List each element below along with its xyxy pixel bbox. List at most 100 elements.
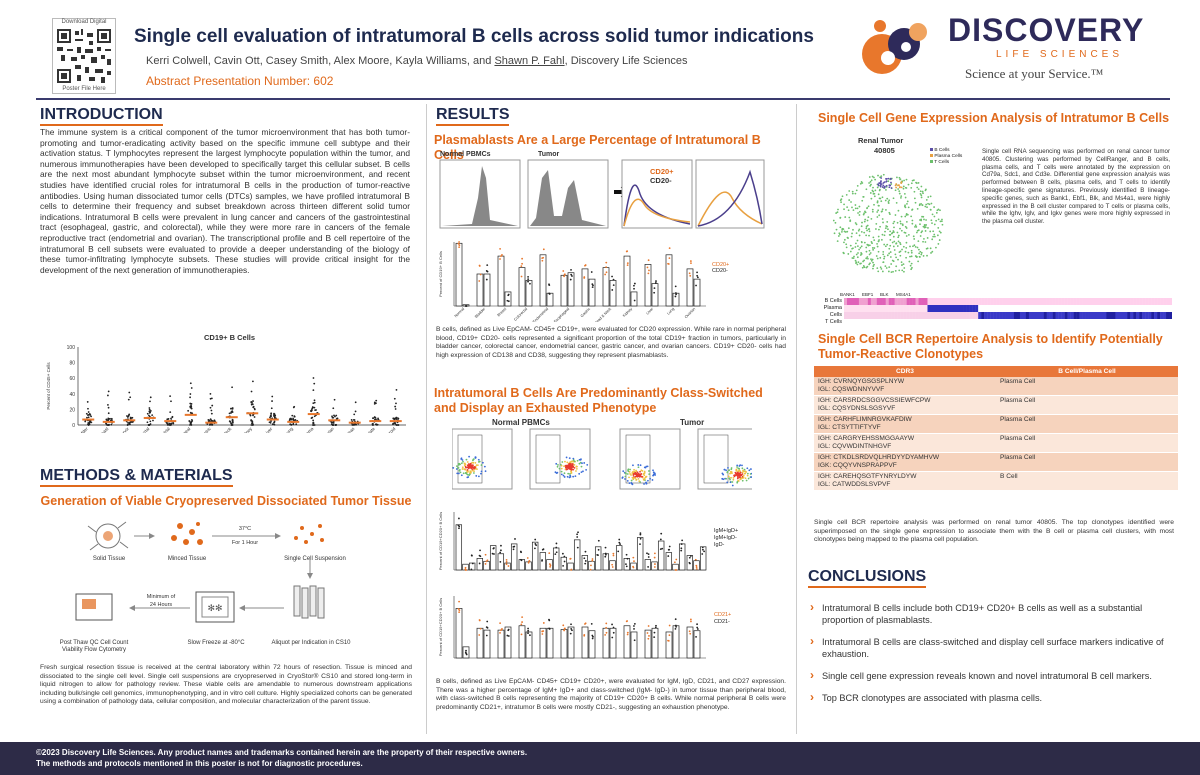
heatmap-cell	[844, 312, 848, 319]
data-point	[521, 616, 524, 619]
flow-event	[569, 461, 572, 463]
heatmap-cell	[873, 312, 877, 319]
tsne-point-tcell	[933, 206, 935, 208]
tsne-point-tcell	[843, 252, 845, 255]
tsne-point-tcell	[892, 245, 895, 248]
bcr-table-row: IGH: CAREHQSGTFYNRYLDYW IGL: CATWDDSLSVPV…	[814, 471, 1178, 491]
data-point	[458, 517, 460, 520]
flow-event	[626, 473, 629, 475]
tsne-point-tcell	[893, 220, 896, 223]
data-point	[541, 559, 543, 562]
scatter-point	[251, 420, 254, 423]
flow-event	[635, 472, 637, 475]
flow-event	[731, 484, 734, 487]
tsne-point-plasma	[897, 184, 900, 187]
flow-event	[748, 469, 751, 472]
heatmap-cell	[867, 312, 872, 319]
flow-event	[739, 478, 742, 481]
tsne-point-tcell	[903, 267, 906, 269]
qr-code-icon	[55, 27, 113, 85]
tsne-point-tcell	[852, 209, 855, 212]
flow-event	[727, 466, 729, 469]
flow-event	[578, 462, 581, 465]
data-point	[562, 270, 565, 272]
heatmap-cell	[1112, 298, 1116, 305]
tsne-title: Renal Tumor	[858, 136, 904, 145]
tsne-point-tcell	[899, 241, 901, 244]
tsne-point-tcell	[939, 231, 942, 234]
normal-pbmcs-label: Normal PBMCs	[440, 151, 491, 158]
data-point	[485, 634, 488, 637]
tsne-point-tcell	[889, 251, 892, 253]
data-point	[591, 637, 594, 640]
flow-event	[568, 457, 571, 460]
heatmap-cell	[1157, 305, 1161, 312]
tsne-point-tcell	[894, 253, 897, 256]
tsne-point-plasma	[895, 186, 898, 189]
tsne-point-tcell	[927, 227, 929, 229]
heatmap-cell	[1076, 298, 1080, 305]
heatmap-cell	[1145, 312, 1149, 319]
data-point	[457, 524, 460, 527]
tsne-point-tcell	[855, 242, 857, 245]
tsne-point-tcell	[924, 230, 927, 232]
flow-event	[624, 472, 627, 474]
heatmap-cell	[999, 298, 1003, 305]
heatmap-cell	[981, 312, 985, 319]
heatmap-cell	[885, 312, 889, 319]
scatter-point	[151, 414, 154, 417]
heatmap-cell	[930, 305, 934, 312]
bar	[539, 627, 547, 659]
tsne-point-tcell	[941, 218, 943, 221]
normal-pbmcs-label-2: Normal PBMCs	[492, 418, 550, 427]
scatter-point	[190, 404, 192, 407]
tsne-point-tcell	[899, 254, 902, 257]
heatmap-cell	[921, 305, 925, 312]
tsne-point-tcell	[836, 211, 839, 214]
heatmap-cell	[858, 305, 863, 312]
scatter-point	[312, 424, 314, 426]
scatter-point	[210, 409, 213, 412]
flow-event	[637, 473, 639, 476]
data-point	[542, 248, 545, 251]
data-point	[625, 553, 628, 556]
tsne-point-tcell	[858, 228, 861, 231]
data-point	[465, 305, 468, 307]
tsne-point-tcell	[910, 182, 913, 185]
data-point	[668, 545, 671, 548]
heatmap-cell	[939, 312, 943, 319]
bar	[539, 552, 547, 571]
data-point	[625, 563, 627, 566]
heatmap-cell	[1097, 305, 1101, 312]
heatmap-cell	[1130, 312, 1134, 319]
scatter-point	[110, 423, 113, 426]
heatmap-cell	[1034, 312, 1039, 319]
data-point	[689, 274, 692, 277]
scatter-point	[129, 423, 131, 426]
results-subheading-1: Plasmablasts Are a Large Percentage of I…	[434, 133, 761, 162]
scatter-point	[353, 413, 356, 416]
tsne-point-tcell	[883, 243, 886, 246]
data-point	[485, 626, 488, 629]
qr-code[interactable]: Download Digital Poster File Here	[52, 18, 116, 94]
heatmap-cell	[1022, 312, 1027, 319]
tsne-point-tcell	[911, 222, 914, 225]
heatmap-cell	[984, 298, 988, 305]
data-point	[612, 278, 615, 281]
bar	[588, 630, 596, 659]
heatmap-cell	[897, 312, 901, 319]
data-point	[668, 624, 671, 627]
heatmap-cell	[1133, 305, 1137, 312]
heatmap-cell	[1019, 298, 1024, 305]
heatmap-cell	[906, 298, 910, 305]
step-single-cell: Single Cell Suspension	[284, 556, 346, 562]
heatmap-cell	[1100, 312, 1104, 319]
scatter-point	[353, 419, 356, 421]
heatmap-cell	[909, 305, 913, 312]
tsne-point-tcell	[925, 247, 928, 250]
workflow-svg: ✻✻	[75, 521, 325, 623]
data-point	[625, 620, 628, 623]
data-point	[542, 630, 545, 632]
data-point	[619, 543, 621, 545]
heatmap-cell	[1064, 305, 1068, 312]
